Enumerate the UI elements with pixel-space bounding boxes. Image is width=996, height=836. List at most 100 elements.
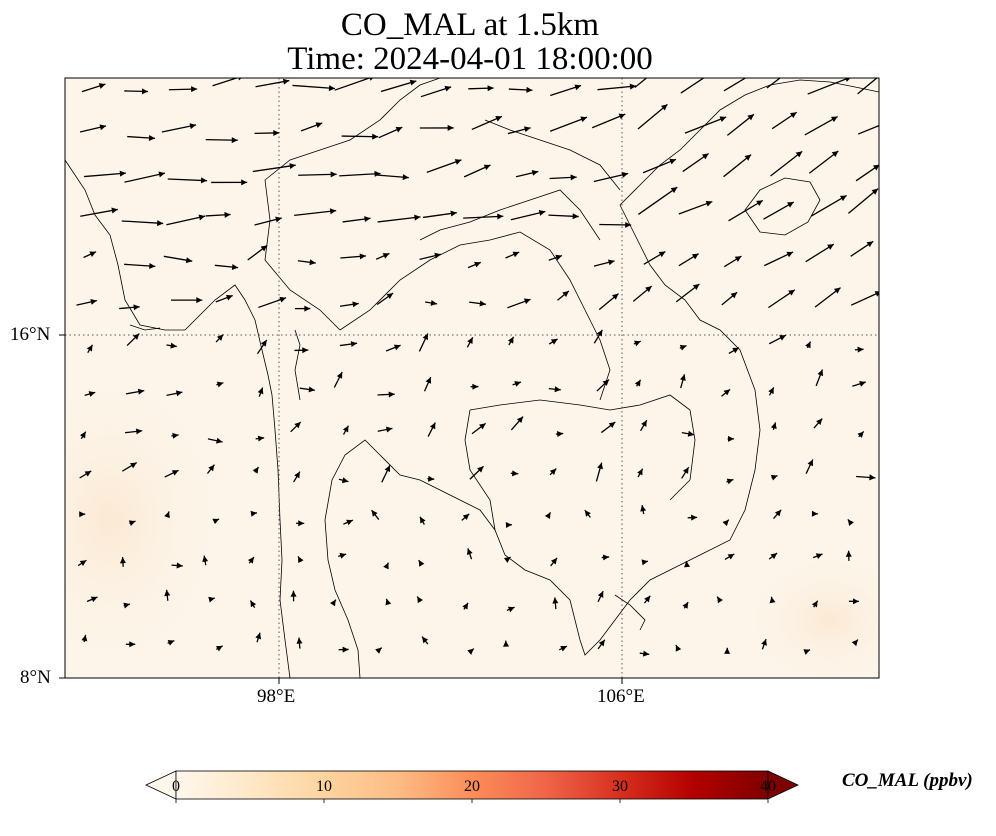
- map-subtitle: Time: 2024-04-01 18:00:00: [287, 41, 653, 77]
- wind-arrow-head: [524, 126, 531, 133]
- wind-arrow-head: [479, 300, 486, 307]
- wind-arrow-head: [164, 589, 171, 597]
- wind-arrow-head: [531, 169, 539, 176]
- colorbar-tick-label: 20: [464, 778, 480, 795]
- wind-arrow-head: [684, 561, 690, 568]
- wind-arrow-head: [81, 634, 88, 642]
- wind-arrow-head: [341, 477, 349, 484]
- wind-arrow-head: [226, 294, 233, 301]
- wind-arrow-head: [618, 113, 626, 120]
- lat-label-8n: 8°N: [20, 667, 51, 688]
- wind-arrow-head: [669, 158, 677, 165]
- wind-arrow-head: [701, 153, 709, 160]
- wind-arrow-head: [538, 209, 546, 216]
- wind-arrow-head: [294, 421, 301, 429]
- wind-arrow-head: [298, 520, 305, 527]
- wind-arrow-head: [845, 550, 852, 557]
- wind-arrow-head: [216, 437, 223, 444]
- wind-arrow-head: [474, 261, 481, 268]
- wind-arrow-head: [132, 333, 140, 340]
- wind-arrow-head: [597, 591, 604, 598]
- wind-arrow-head: [550, 338, 558, 345]
- wind-arrow-head: [873, 164, 879, 171]
- colorbar-tick-label: 40: [760, 778, 776, 795]
- wind-arrow-head: [857, 431, 864, 438]
- wind-arrow-head: [805, 341, 811, 349]
- wind-arrow-head: [330, 171, 337, 178]
- wind-arrow-head: [637, 468, 643, 476]
- wind-arrow-shaft: [637, 103, 668, 130]
- lat-label-16n: 16°N: [10, 324, 51, 345]
- wind-arrow-head: [831, 151, 839, 158]
- wind-arrow-head: [734, 256, 742, 262]
- wind-arrow-head: [467, 648, 474, 655]
- wind-arrow-shaft: [766, 78, 782, 89]
- wind-arrow-head: [728, 435, 735, 442]
- wind-arrow-head: [290, 590, 297, 597]
- wind-arrow-head: [597, 462, 603, 470]
- wind-arrow-head: [682, 602, 689, 609]
- wind-arrow-head: [260, 245, 268, 252]
- wind-arrow-head: [717, 596, 723, 604]
- wind-arrow-head: [552, 597, 559, 604]
- wind-arrow-head: [409, 79, 417, 86]
- wind-arrow-head: [393, 344, 401, 351]
- wind-arrow-shaft: [124, 172, 166, 183]
- wind-arrow-head: [803, 649, 811, 655]
- wind-arrow-head: [425, 377, 432, 384]
- wind-arrow-head: [634, 379, 641, 387]
- wind-arrow-head: [526, 86, 533, 93]
- colorbar-tick-label: 0: [172, 778, 180, 795]
- wind-arrow-head: [119, 557, 126, 564]
- wind-arrow-head: [847, 519, 854, 526]
- wind-arrow-shaft: [212, 78, 239, 87]
- wind-arrow-head: [770, 422, 777, 430]
- wind-arrow-shaft: [252, 164, 296, 173]
- wind-arrow-head: [549, 468, 557, 475]
- wind-arrow-head: [884, 67, 891, 73]
- wind-arrow-head: [839, 195, 847, 202]
- wind-arrow-shaft: [80, 208, 118, 217]
- wind-arrow-head: [679, 374, 686, 381]
- wind-arrow-head: [477, 466, 484, 473]
- wind-arrow-head: [336, 372, 343, 379]
- wind-arrow-head: [352, 301, 359, 308]
- wind-arrow-head: [386, 293, 394, 300]
- wind-arrow-shaft: [728, 199, 764, 222]
- wind-arrow-shaft: [298, 173, 337, 176]
- wind-arrow-head: [645, 286, 652, 293]
- wind-arrow-head: [422, 333, 429, 341]
- wind-arrow-head: [417, 596, 423, 604]
- wind-arrow-head: [430, 299, 438, 306]
- wind-arrow-head: [329, 208, 337, 215]
- wind-arrow-head: [555, 254, 562, 261]
- wind-arrow-head: [596, 329, 603, 337]
- wind-arrow-head: [359, 253, 366, 260]
- wind-arrow-head: [215, 645, 223, 652]
- wind-arrow-head: [507, 606, 515, 613]
- co-field-patch: [740, 550, 879, 678]
- wind-arrow-head: [196, 297, 203, 304]
- wind-arrow-shaft: [770, 150, 803, 177]
- co-field-patch: [65, 360, 230, 678]
- wind-arrow-head: [462, 602, 469, 610]
- wind-arrow-head: [88, 391, 96, 397]
- wind-arrow-head: [817, 369, 824, 377]
- wind-arrow-head: [119, 170, 126, 177]
- wind-arrow-head: [133, 304, 140, 311]
- wind-arrow-head: [429, 422, 436, 430]
- wind-arrow-shaft: [847, 188, 879, 214]
- wind-arrow-head: [795, 151, 803, 158]
- wind-arrow-shaft: [463, 215, 504, 219]
- wind-arrow-head: [869, 474, 876, 481]
- wind-arrow-head: [157, 220, 164, 227]
- wind-arrow-head: [342, 425, 349, 433]
- wind-arrow-head: [607, 259, 615, 266]
- wind-arrow-shaft: [292, 84, 336, 90]
- wind-arrow-head: [852, 598, 859, 605]
- wind-arrow-head: [369, 78, 374, 81]
- wind-arrow-head: [185, 257, 193, 264]
- wind-arrow-head: [167, 640, 175, 646]
- wind-arrow-head: [598, 639, 605, 647]
- wind-arrow-head: [172, 432, 179, 439]
